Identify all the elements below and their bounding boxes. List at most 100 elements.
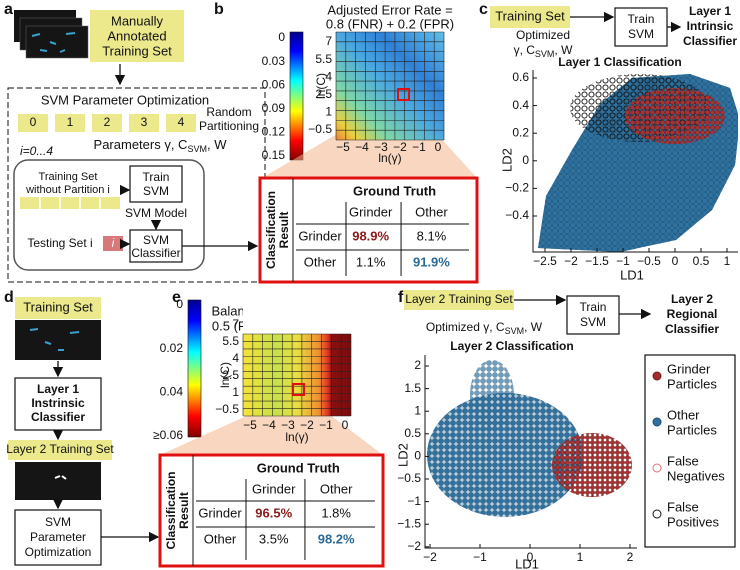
label: Train [628,12,655,26]
y-tick-label: 7 [232,317,239,331]
box [187,299,202,438]
label: Manually [111,13,164,28]
text: Optimized γ, CSVM, W [426,320,543,336]
path [532,70,738,253]
label: SVM [505,326,525,336]
x-tick-label: 0 [672,254,679,268]
box [25,25,89,59]
label: Regional [667,307,718,321]
label: i [112,236,115,250]
label: SVM [628,27,654,41]
x-tick-label: −1 [412,140,426,154]
label: SVM [143,233,169,247]
y-tick-label: 4 [325,69,332,83]
table-box [258,176,479,284]
label: LD2 [395,443,410,467]
box [90,10,184,62]
table-side-label: Result [177,492,191,529]
y-tick-label: −0.5 [215,402,239,416]
box [13,159,205,271]
legend-label: False [667,453,699,468]
x-tick-label: −3 [281,418,295,432]
y-tick-label: 0.6 [512,70,529,84]
x-tick-label: −0.5 [637,254,661,268]
x-tick-label: 1 [724,254,731,268]
label: Train [143,170,170,184]
x-tick-label: −1 [616,254,630,268]
group: 7 5.5 4 2.5 1 −0.5 −5 −4 −3 −2 −1 0 [308,31,445,154]
label: Layer 2 Classification [450,339,573,353]
partition-box [129,114,159,132]
label: Classifier [131,246,180,260]
path [29,328,80,351]
box [103,236,123,251]
box [397,88,410,101]
table-column-label: Grinder [349,204,393,219]
label: e [172,289,181,306]
label: Optimized γ, C [426,320,505,334]
label: Layer 1 [37,382,79,396]
shape [427,393,583,517]
label: SVM [143,184,169,198]
x-tick-label: 0 [527,550,534,564]
box [129,229,183,263]
table-row-label: Other [204,531,237,546]
table-row-label: Other [304,254,337,269]
table-side-label: Result [277,212,291,249]
colorbar-tick-label: 0.09 [262,101,286,115]
label: , W [207,137,227,152]
colorbar-tick-label: 0.15 [262,148,286,162]
label: ln(γ) [285,430,308,444]
heatmap-top [243,300,351,334]
label: Adjusted Error Rate = [327,2,452,17]
x-tick-label: 0.5 [693,254,710,268]
label: γ, C [514,43,536,57]
box [20,197,120,209]
y-tick-label: 2.5 [315,87,332,101]
table-column-label: Grinder [252,481,296,496]
y-tick-label: −1 [407,494,421,508]
label: SVM [535,49,555,59]
shape [160,395,383,455]
label: Train [580,300,607,314]
label: LD1 [515,556,539,570]
label: Testing Set i [27,236,92,250]
label: without Partition i [25,184,110,196]
label: Layer 1 Classification [558,55,681,69]
y-tick-label: 1 [325,105,332,119]
table-column-label: Other [415,204,448,219]
label: 0.8 (FNR) + 0.2 (FPR) [326,16,454,31]
partition-label: 4 [178,115,185,129]
partition-label: 3 [141,115,148,129]
legend-label: Other [667,407,700,422]
box [490,6,570,28]
table-box [158,453,385,568]
label: SVM Parameter Optimization [41,92,209,107]
x-tick-label: 2 [627,550,634,564]
partition-box [55,114,85,132]
label: i=0...4 [20,144,53,158]
box [15,297,101,319]
y-tick-label: −0.4 [505,208,529,222]
label: Random [206,105,251,119]
colorbar-tick-label: 0 [176,297,183,311]
x-tick-label: −4 [355,140,369,154]
box [614,7,668,47]
table-side-label: Classification [164,471,178,549]
legend-label: Positives [667,514,720,529]
legend-marker [652,463,662,473]
partition-box [92,114,122,132]
box [8,440,112,460]
x-tick-label: −5 [336,140,350,154]
box [15,462,101,500]
box [404,290,514,310]
colorbar-tick-label: 0.12 [262,125,286,139]
x-tick-label: −1.5 [585,254,609,268]
y-tick-label: −1.5 [397,516,421,530]
label: SVM [187,144,207,154]
label: Layer 2 Training Set [6,442,114,456]
box [243,334,351,416]
label: Instrinsic [31,396,85,410]
x-tick-label: 0 [342,418,349,432]
